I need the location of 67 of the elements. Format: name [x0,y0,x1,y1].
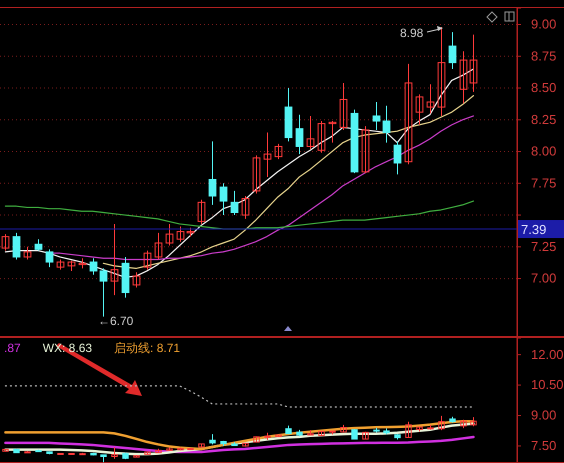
candlestick [351,428,358,440]
candlestick [362,126,370,174]
y-tick-label: 8.25 [531,112,556,127]
candlestick [154,232,162,260]
candlestick [382,105,390,144]
annotation: 8.98 [400,26,424,40]
candlestick [460,50,468,104]
line-series [102,95,474,270]
candlestick [438,26,446,116]
candlestick [242,196,250,220]
candlestick [405,421,412,438]
candlestick [394,140,402,175]
candlestick [110,223,118,296]
y-tick-label: 7.00 [531,270,556,286]
candlestick [470,34,478,92]
candlestick [252,154,260,194]
candlestick [328,120,336,144]
candlestick [198,199,206,224]
y-tick-label: 7.75 [531,175,556,190]
candlestick [68,260,76,272]
line-series [4,200,474,230]
candlestick [209,434,216,445]
candlestick [470,416,477,427]
candlestick [372,102,380,130]
candlestick [404,63,412,165]
candlestick [144,250,152,270]
candlestick [132,272,140,288]
candlestick [34,238,42,252]
candlestick [100,268,108,318]
y-tick-label: 9.00 [531,16,556,32]
candlestick [230,190,238,216]
annotation: ←6.70 [98,314,134,328]
candlestick [264,132,272,178]
candlestick [166,223,174,246]
ref-line-label: 7.39 [521,222,546,238]
candlestick [111,446,118,460]
candlestick [296,114,304,155]
y-tick-label: 8.50 [531,80,556,96]
candlestick [416,94,424,126]
line-series [4,385,474,408]
candlestick [2,234,10,252]
candlestick [12,232,20,260]
y-tick-label: 8.75 [531,48,556,64]
candlestick [448,32,456,70]
candlestick [318,120,326,154]
text: .87 [4,341,22,355]
candlestick [208,140,216,206]
candlestick [24,246,32,260]
candlestick [56,259,64,270]
candlestick [46,248,54,268]
y-tick-label: 12.00 [531,346,564,362]
candlestick [176,226,184,242]
text: 启动线: 8.71 [114,341,180,355]
candlestick [306,115,314,150]
y-tick-label: 7.25 [531,238,556,254]
candlestick [438,415,445,431]
candlestick [274,143,282,160]
y-tick-label: 10.50 [531,377,564,392]
y-tick-label: 8.00 [531,144,556,159]
line-series [4,436,475,454]
candlestick [340,82,348,130]
y-tick-label: 9.00 [531,408,556,423]
y-tick-label: 7.50 [531,438,556,454]
candlestick [220,182,228,216]
candlestick [90,258,98,276]
candlestick [426,84,434,114]
candlestick [78,258,86,269]
